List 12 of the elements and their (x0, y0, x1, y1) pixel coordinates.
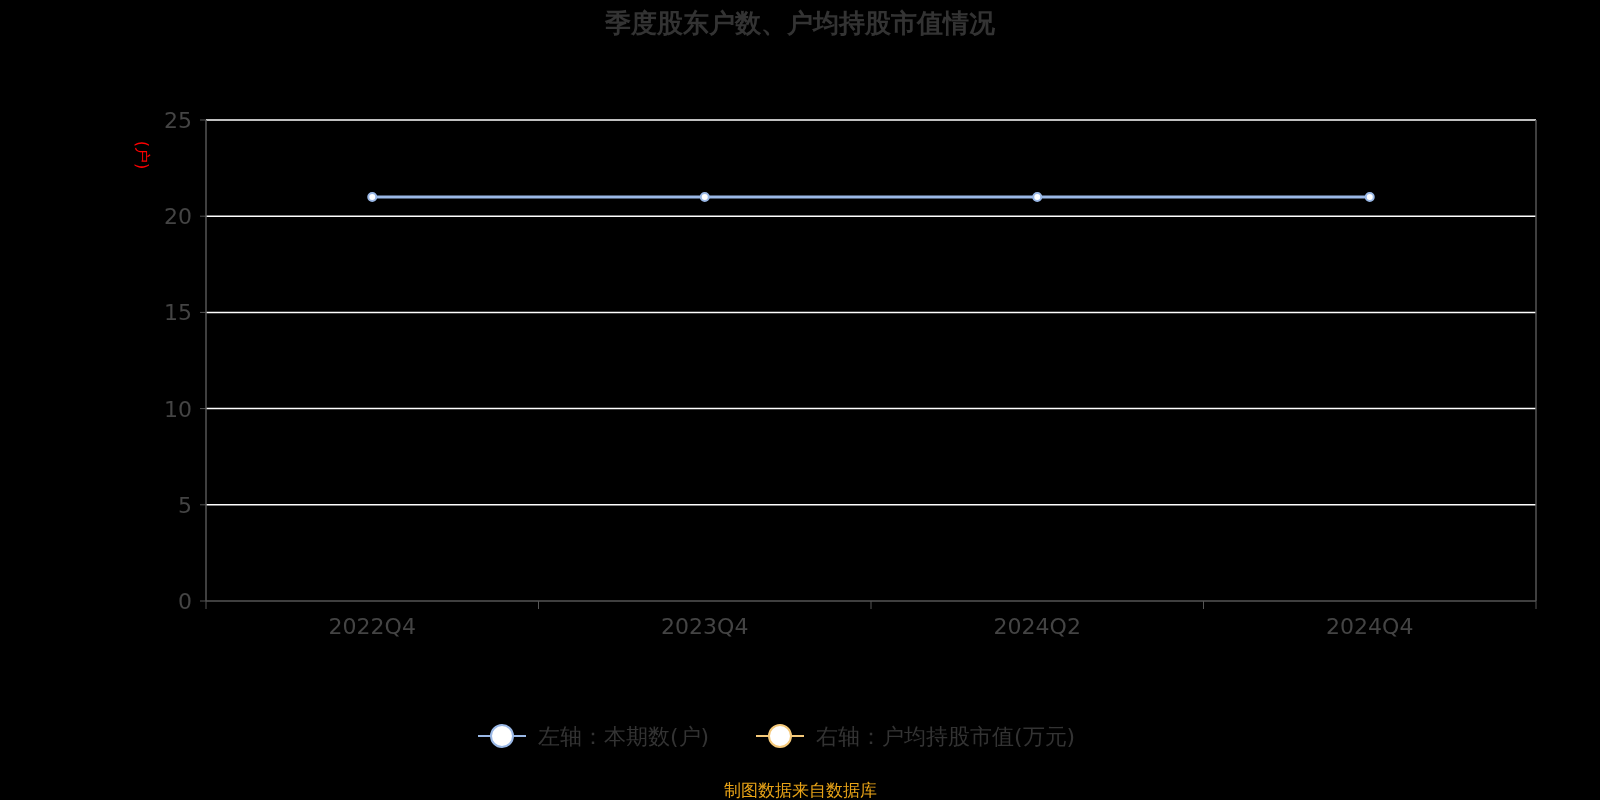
y-tick-label: 10 (164, 396, 192, 422)
y-axis-title: (户) (133, 140, 152, 170)
x-tick-label: 2023Q4 (661, 614, 749, 639)
y-tick-label: 0 (178, 589, 192, 614)
y-tick-label: 15 (164, 300, 192, 326)
y-tick-label: 20 (164, 204, 192, 230)
y-tick-label: 25 (164, 108, 192, 133)
text: 制图数据来自数据库 (723, 780, 877, 800)
x-tick-label: 2022Q4 (328, 614, 416, 639)
x-tick-label: 2024Q4 (1326, 614, 1414, 639)
x-tick-label: 2024Q2 (993, 614, 1081, 639)
y-tick-label: 5 (178, 492, 192, 518)
